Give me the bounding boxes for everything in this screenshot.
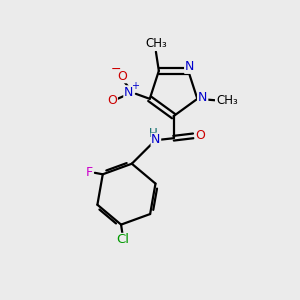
Text: O: O — [195, 129, 205, 142]
Text: Cl: Cl — [116, 233, 129, 246]
Text: N: N — [185, 60, 194, 73]
Text: CH₃: CH₃ — [216, 94, 238, 107]
Text: O: O — [107, 94, 117, 107]
Text: F: F — [86, 166, 93, 179]
Text: +: + — [131, 81, 139, 91]
Text: N: N — [124, 86, 133, 99]
Text: H: H — [149, 127, 158, 140]
Text: N: N — [198, 91, 207, 104]
Text: N: N — [151, 133, 160, 146]
Text: CH₃: CH₃ — [146, 37, 167, 50]
Text: −: − — [111, 63, 122, 76]
Text: O: O — [117, 70, 127, 83]
